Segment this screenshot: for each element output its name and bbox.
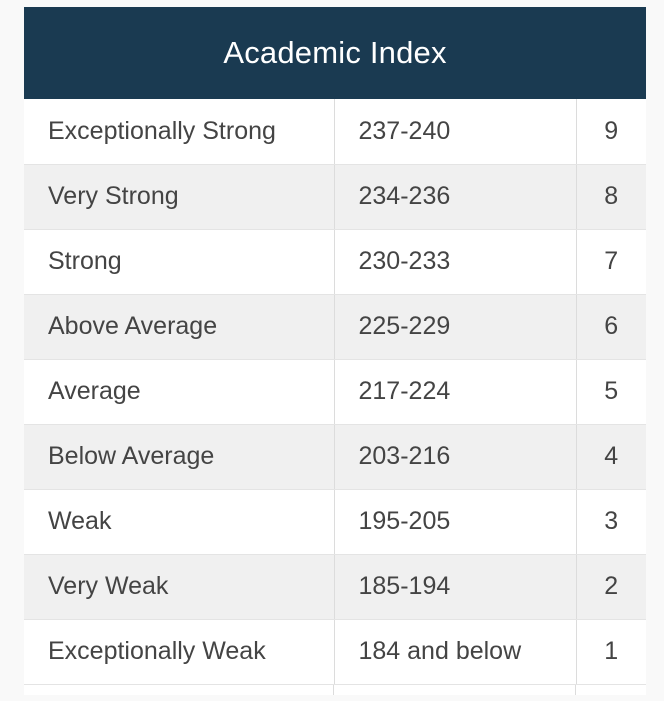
score-cell: 4	[576, 424, 646, 490]
academic-index-table: Exceptionally Strong 237-240 9 Very Stro…	[24, 99, 646, 685]
partial-cell	[576, 685, 646, 695]
partial-cell	[24, 684, 334, 695]
level-cell: Strong	[24, 229, 335, 295]
academic-index-table-container: Academic Index Exceptionally Strong 237-…	[24, 7, 646, 695]
level-cell: Weak	[24, 489, 335, 555]
score-cell: 3	[576, 489, 646, 555]
range-cell: 237-240	[334, 99, 577, 165]
range-cell: 184 and below	[334, 619, 577, 685]
table-row: Average 217-224 5	[24, 359, 646, 425]
table-row: Weak 195-205 3	[24, 489, 646, 555]
range-cell: 185-194	[334, 554, 577, 620]
level-cell: Very Strong	[24, 164, 335, 230]
table-row: Very Strong 234-236 8	[24, 164, 646, 230]
score-cell: 5	[576, 359, 646, 425]
level-cell: Below Average	[24, 424, 335, 490]
range-cell: 217-224	[334, 359, 577, 425]
table-title: Academic Index	[24, 7, 646, 99]
range-cell: 225-229	[334, 294, 577, 360]
table-row: Very Weak 185-194 2	[24, 554, 646, 620]
table-row: Exceptionally Strong 237-240 9	[24, 99, 646, 165]
table-row: Below Average 203-216 4	[24, 424, 646, 490]
table-row: Above Average 225-229 6	[24, 294, 646, 360]
score-cell: 7	[576, 229, 646, 295]
level-cell: Above Average	[24, 294, 335, 360]
score-cell: 6	[576, 294, 646, 360]
table-row-partial	[24, 684, 646, 695]
score-cell: 1	[576, 619, 646, 685]
level-cell: Very Weak	[24, 554, 335, 620]
score-cell: 9	[576, 99, 646, 165]
range-cell: 230-233	[334, 229, 577, 295]
level-cell: Exceptionally Strong	[24, 99, 335, 165]
table-row: Exceptionally Weak 184 and below 1	[24, 619, 646, 685]
level-cell: Exceptionally Weak	[24, 619, 335, 685]
score-cell: 2	[576, 554, 646, 620]
table-row: Strong 230-233 7	[24, 229, 646, 295]
range-cell: 234-236	[334, 164, 577, 230]
partial-cell	[334, 684, 576, 695]
range-cell: 195-205	[334, 489, 577, 555]
range-cell: 203-216	[334, 424, 577, 490]
score-cell: 8	[576, 164, 646, 230]
level-cell: Average	[24, 359, 335, 425]
